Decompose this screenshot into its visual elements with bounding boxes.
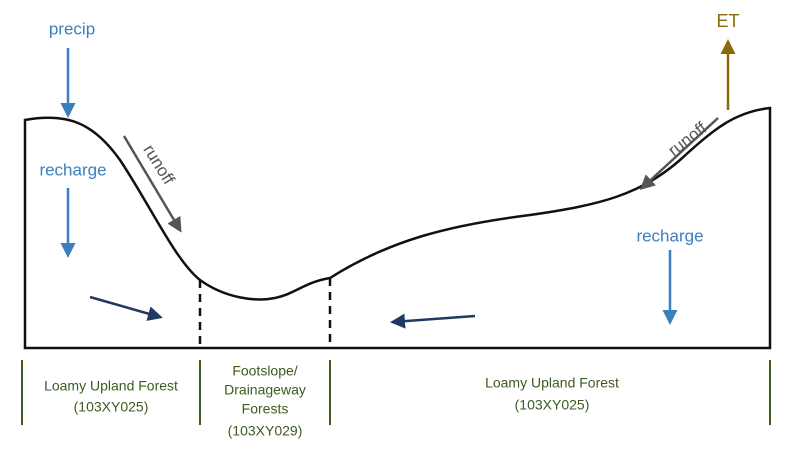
precip-label: precip bbox=[49, 19, 95, 38]
et-label: ET bbox=[716, 11, 739, 31]
zone-label: (103XY025) bbox=[515, 397, 590, 413]
zone-label: Footslope/ bbox=[232, 363, 297, 379]
runoff-label: runoff bbox=[139, 141, 178, 188]
groundwater-arrow bbox=[89, 295, 163, 321]
zone-label: (103XY029) bbox=[228, 423, 303, 439]
runoff-arrow bbox=[122, 135, 182, 233]
recharge-label: recharge bbox=[39, 160, 106, 179]
terrain-outline bbox=[23, 106, 772, 350]
groundwater-arrow bbox=[390, 313, 476, 329]
zone-label: Loamy Upland Forest bbox=[44, 378, 178, 394]
zone-label: Loamy Upland Forest bbox=[485, 375, 619, 391]
zone-label: (103XY025) bbox=[74, 399, 149, 415]
zone-label: Forests bbox=[242, 401, 289, 417]
zone-label: Drainageway bbox=[224, 382, 306, 398]
recharge-label: recharge bbox=[636, 226, 703, 245]
runoff-arrow bbox=[639, 117, 719, 191]
